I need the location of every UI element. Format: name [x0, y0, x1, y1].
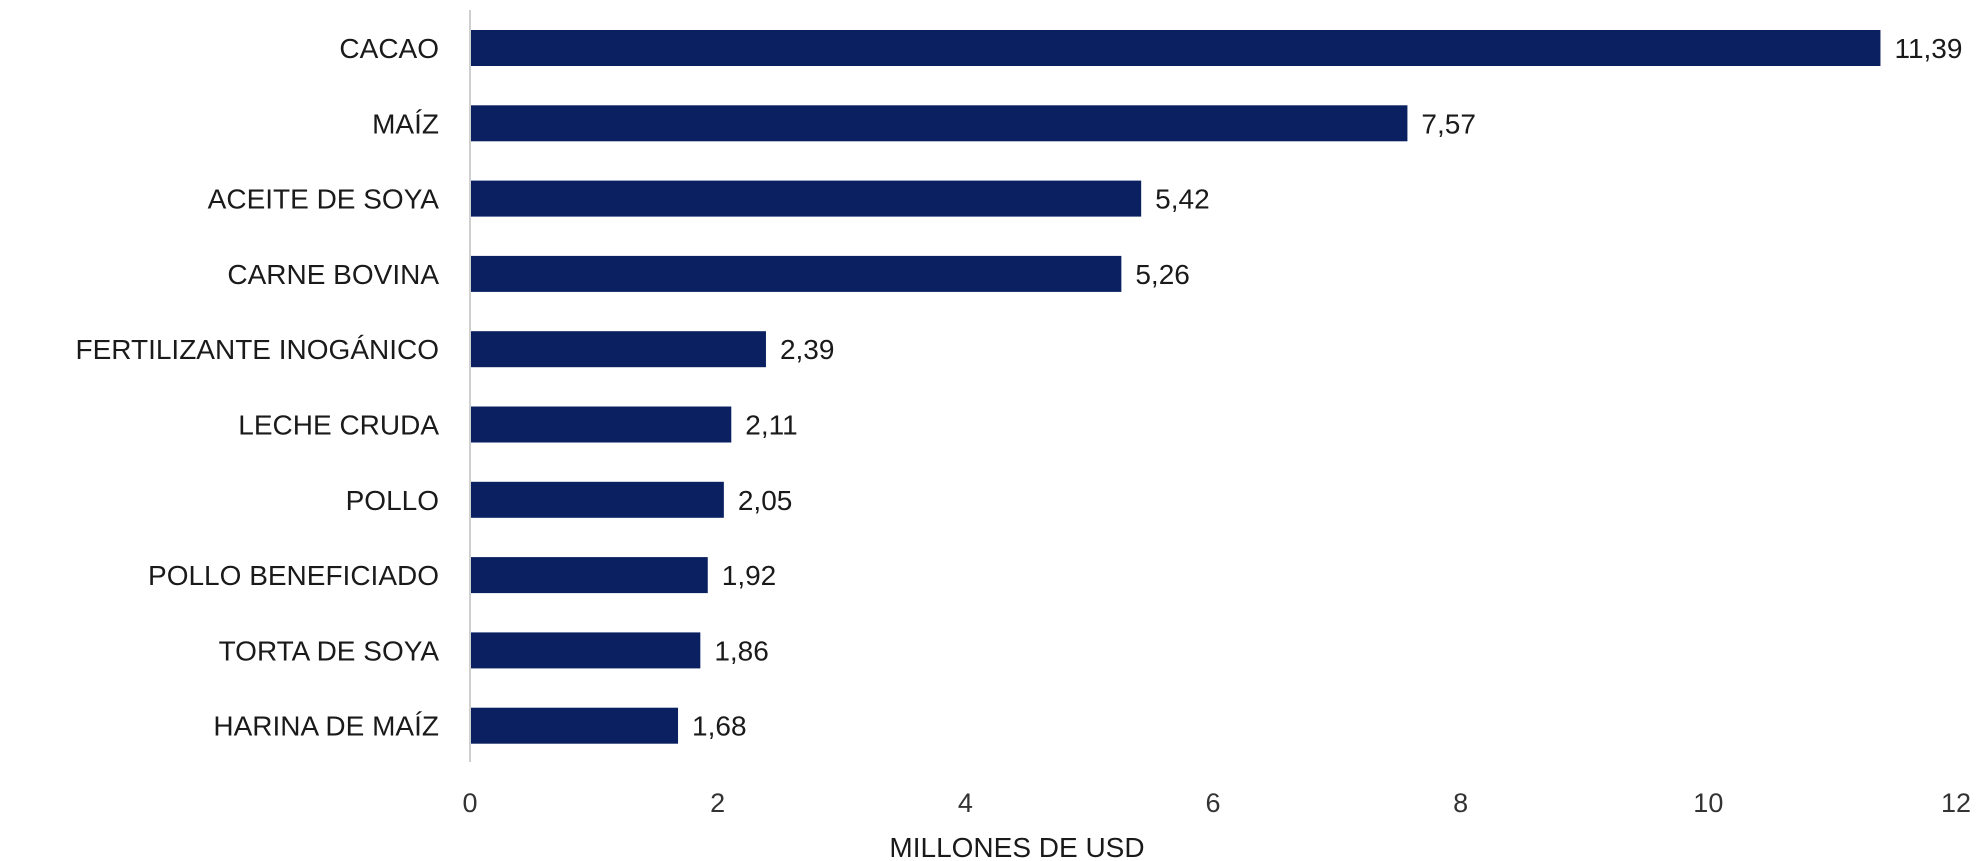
bar-7: [470, 557, 708, 594]
value-label: 2,05: [738, 485, 793, 516]
value-label: 1,92: [722, 560, 777, 591]
value-label: 5,26: [1135, 259, 1190, 290]
value-label: 5,42: [1155, 184, 1210, 215]
value-label: 11,39: [1894, 33, 1962, 64]
value-label: 7,57: [1421, 108, 1476, 139]
bar-0: [470, 30, 1881, 66]
bars-layer: [470, 30, 1881, 744]
bar-6: [470, 481, 724, 518]
x-tick-label: 0: [462, 788, 477, 818]
value-labels: 11,39 7,57 5,42 5,26 2,39 2,11 2,05 1,92 1,86 1,6…: [692, 33, 1962, 742]
category-label: MAÍZ: [372, 108, 439, 139]
x-axis-ticks: 0 2 4 6 8 10 12: [462, 788, 1971, 818]
category-label: CARNE BOVINA: [227, 259, 439, 290]
x-tick-label: 6: [1205, 788, 1220, 818]
bar-8: [470, 632, 701, 669]
category-labels: CACAO MAÍZ ACEITE DE SOYA CARNE BOVINA FERTI…: [75, 33, 439, 742]
bar-4: [470, 331, 766, 368]
value-label: 1,68: [692, 711, 747, 742]
category-label: HARINA DE MAÍZ: [213, 711, 439, 742]
bar-9: [470, 707, 679, 744]
x-axis-title: MILLONES DE USD: [889, 832, 1144, 861]
category-label: FERTILIZANTE INOGÁNICO: [75, 334, 439, 365]
category-label: POLLO: [346, 485, 439, 516]
bar-2: [470, 180, 1142, 217]
x-tick-label: 8: [1453, 788, 1468, 818]
bar-3: [470, 255, 1122, 292]
bar-1: [470, 105, 1408, 142]
value-label: 2,39: [780, 334, 835, 365]
value-label: 2,11: [745, 410, 797, 441]
x-tick-label: 12: [1941, 788, 1971, 818]
category-label: POLLO BENEFICIADO: [148, 560, 439, 591]
value-label: 1,86: [714, 635, 769, 666]
category-label: ACEITE DE SOYA: [208, 184, 440, 215]
category-label: TORTA DE SOYA: [219, 635, 440, 666]
bar-5: [470, 406, 732, 443]
x-tick-label: 10: [1693, 788, 1723, 818]
x-tick-label: 2: [710, 788, 725, 818]
category-label: CACAO: [339, 33, 439, 64]
category-label: LECHE CRUDA: [238, 410, 439, 441]
x-tick-label: 4: [958, 788, 973, 818]
